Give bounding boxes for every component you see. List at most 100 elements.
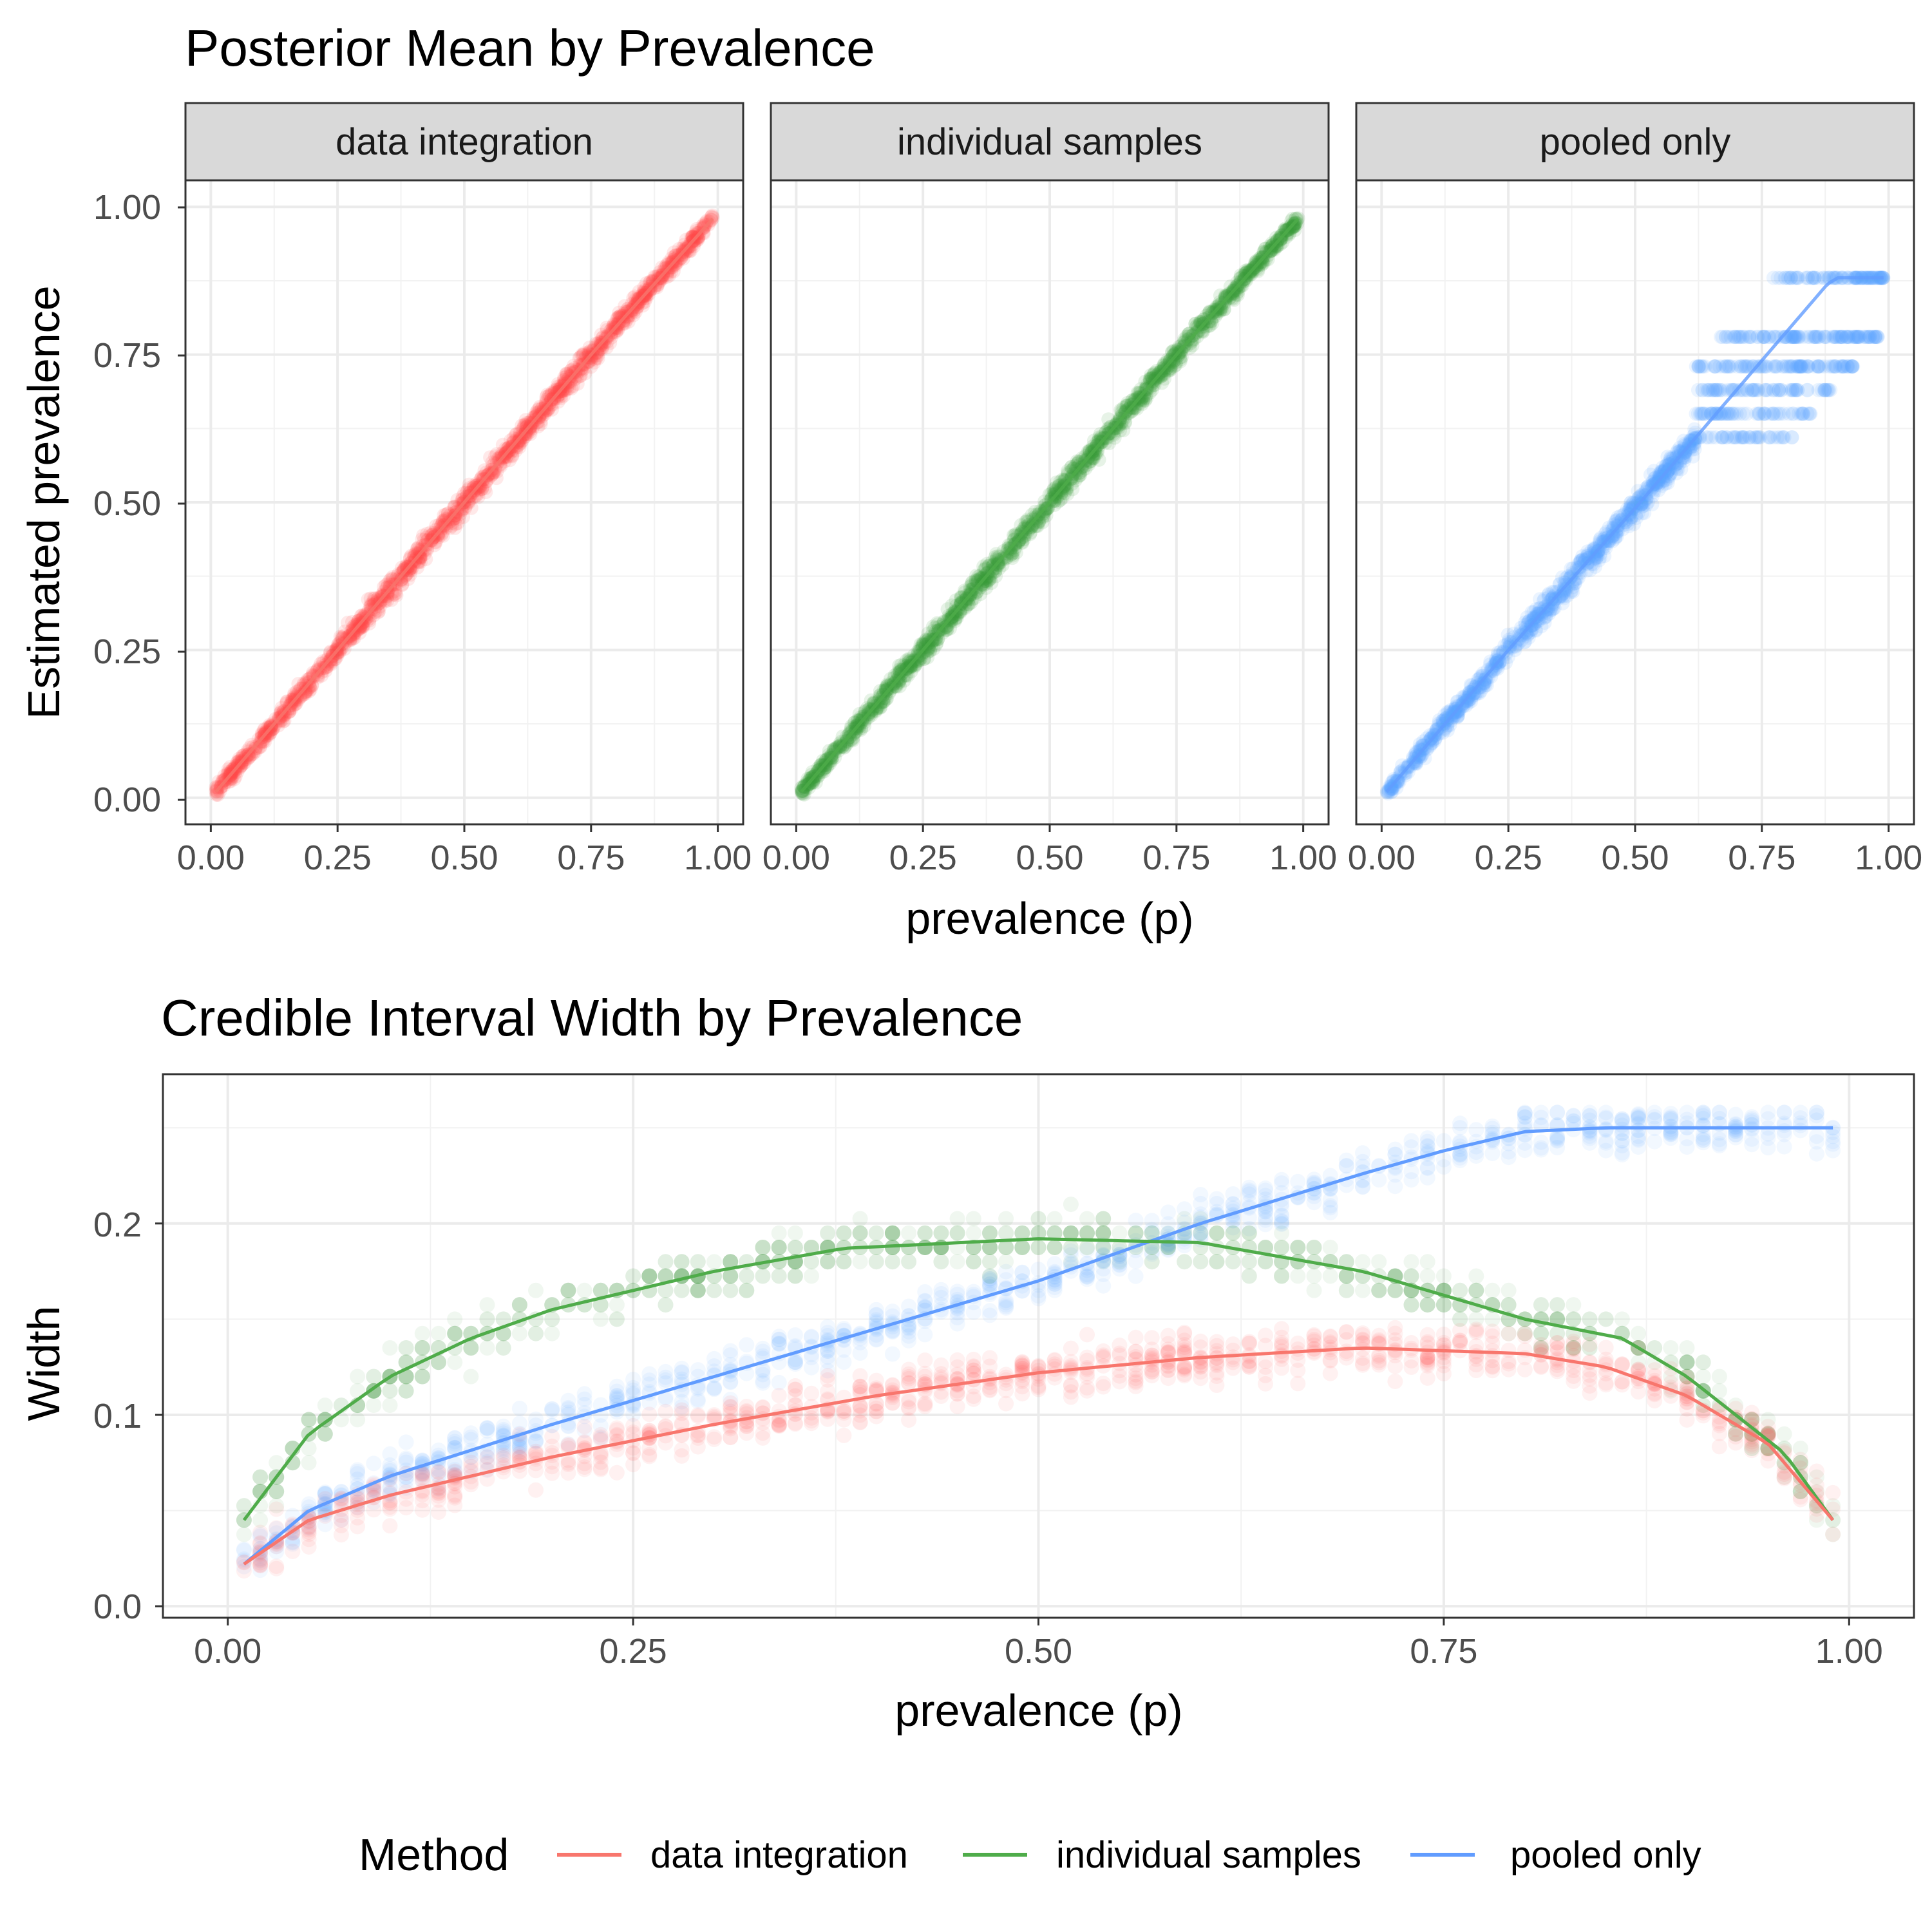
data-point [680, 243, 695, 258]
data-point [464, 500, 478, 515]
data-point [558, 382, 573, 397]
data-point [491, 451, 506, 466]
data-point [634, 289, 649, 303]
top-y-tick-label: 0.00 [93, 781, 161, 819]
data-point [274, 713, 289, 728]
panel-pooled-only [1355, 179, 1915, 826]
data-point [616, 317, 630, 332]
data-point [699, 215, 714, 230]
data-point [351, 613, 366, 628]
data-point [529, 406, 544, 421]
data-point [256, 734, 271, 748]
data-point [1793, 359, 1807, 374]
data-point [1862, 330, 1877, 345]
data-point [388, 585, 403, 600]
data-point [495, 446, 509, 461]
data-point [398, 567, 413, 582]
data-point [1549, 1104, 1566, 1121]
data-point [332, 636, 346, 650]
data-point [305, 677, 319, 692]
data-point [416, 528, 431, 543]
data-point [1735, 430, 1750, 445]
data-point [448, 516, 463, 531]
data-point [670, 254, 685, 269]
data-point [696, 226, 711, 241]
data-point [268, 712, 283, 726]
data-point [542, 401, 556, 415]
data-point [653, 273, 668, 288]
bottom-chart-title: Credible Interval Width by Prevalence [161, 989, 1023, 1046]
data-point [323, 656, 338, 670]
data-point [666, 252, 681, 267]
data-point [676, 247, 691, 262]
data-point [463, 1429, 479, 1445]
data-point [273, 706, 288, 721]
data-point [242, 741, 257, 755]
data-point [513, 426, 527, 440]
data-point [538, 403, 553, 418]
data-point [618, 305, 633, 319]
data-point [1371, 1172, 1387, 1188]
data-point [489, 447, 504, 462]
data-point [421, 533, 435, 547]
data-point [581, 345, 596, 360]
data-point [223, 772, 238, 787]
data-point [650, 278, 664, 292]
data-point [659, 258, 674, 272]
data-point [652, 275, 667, 289]
data-point [305, 668, 320, 683]
data-point [504, 444, 518, 459]
top-x-axis-title: prevalence (p) [905, 893, 1193, 943]
data-point [647, 281, 661, 296]
data-point [651, 269, 665, 283]
facet-label-pooled-only: pooled only [1540, 121, 1731, 163]
data-point [1322, 1200, 1338, 1216]
data-point [343, 632, 357, 647]
data-point [526, 410, 541, 425]
data-point [540, 403, 555, 417]
data-point [1779, 359, 1794, 374]
data-point [315, 665, 329, 679]
data-point [1128, 1268, 1144, 1284]
data-point [301, 681, 316, 696]
data-point [455, 492, 470, 507]
top-x-tick-label: 1.00 [1269, 838, 1337, 877]
data-point [274, 704, 289, 719]
data-point [617, 307, 632, 321]
data-point [330, 647, 345, 661]
panel-credible-interval-width [155, 1073, 1915, 1619]
data-point [405, 560, 420, 574]
data-point [705, 209, 719, 224]
data-point [333, 635, 348, 650]
data-point [301, 672, 316, 687]
data-point [244, 747, 258, 762]
data-point [982, 1303, 998, 1319]
data-point [417, 546, 432, 561]
data-point [1631, 1139, 1646, 1155]
data-point [1338, 1158, 1354, 1174]
data-point [247, 743, 261, 758]
data-point [638, 290, 652, 305]
data-point [583, 359, 598, 374]
data-point [460, 495, 475, 510]
data-point [657, 261, 672, 276]
data-point [464, 491, 479, 506]
top-x-tick-label: 0.25 [889, 838, 957, 877]
data-point [391, 567, 406, 582]
data-point [223, 772, 238, 786]
data-point [1814, 359, 1828, 374]
data-point [669, 248, 684, 263]
data-point [596, 337, 611, 352]
data-point [220, 766, 235, 781]
top-x-tick-label: 1.00 [684, 838, 752, 877]
data-point [303, 679, 317, 694]
data-point [234, 758, 249, 773]
data-point [689, 225, 703, 240]
data-point [574, 363, 589, 378]
top-x-tick-label: 1.00 [1855, 838, 1922, 877]
data-point [629, 293, 644, 307]
data-point [1403, 1164, 1419, 1180]
facet-strip-pooled-only: pooled only [1355, 102, 1915, 182]
data-point [448, 520, 462, 535]
data-point [455, 493, 469, 507]
